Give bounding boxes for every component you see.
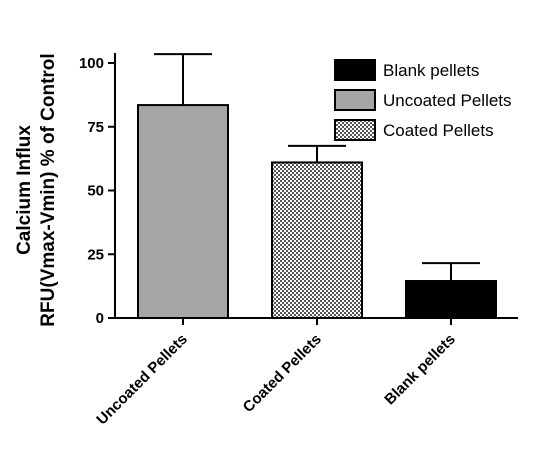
x-tick-label: Blank pellets [381, 331, 458, 408]
x-tick-label: Uncoated Pellets [93, 331, 190, 428]
y-tick-label: 50 [87, 183, 104, 200]
legend: Blank pellets Uncoated Pellets Coated Pell… [334, 59, 512, 141]
y-tick-label: 100 [79, 55, 104, 72]
legend-swatch [334, 119, 376, 141]
bar-blank-pellets [405, 280, 497, 319]
y-tick-label: 0 [96, 310, 104, 327]
x-tick-label: Coated Pellets [240, 331, 325, 416]
y-ticks: 0 25 50 75 100 [79, 55, 115, 327]
x-tick-labels: Uncoated Pellets Coated Pellets Blank pell… [93, 318, 459, 428]
bar-uncoated-pellets [137, 104, 229, 319]
legend-label: Coated Pellets [383, 121, 494, 140]
y-tick-label: 25 [87, 246, 104, 263]
legend-swatch [334, 59, 376, 81]
bar-coated-pellets [271, 161, 363, 319]
legend-label: Blank pellets [383, 61, 479, 80]
legend-label: Uncoated Pellets [383, 91, 512, 110]
y-axis-title: Calcium Influx RFU(Vmax-Vmin) % of Contr… [14, 53, 59, 326]
y-axis-title-line-2: RFU(Vmax-Vmin) % of Control [38, 53, 59, 326]
y-axis-title-line-1: Calcium Influx [14, 125, 35, 255]
legend-swatch [334, 89, 376, 111]
y-tick-label: 75 [87, 119, 104, 136]
